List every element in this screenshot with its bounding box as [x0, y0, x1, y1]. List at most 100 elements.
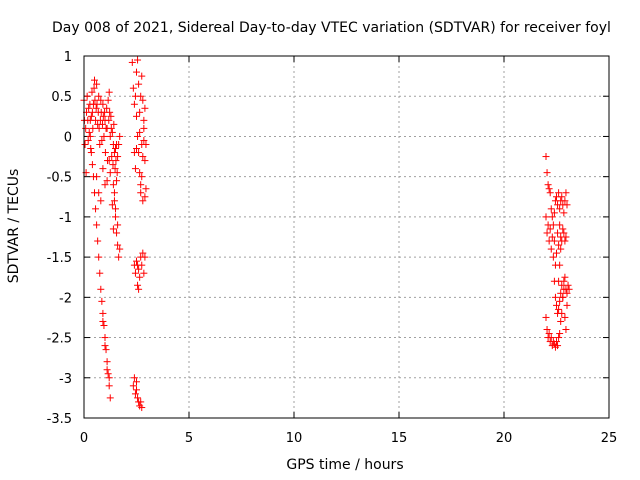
data-point — [86, 132, 94, 140]
data-point — [87, 149, 95, 157]
data-point — [130, 374, 138, 382]
data-point — [102, 346, 110, 354]
data-point — [542, 313, 550, 321]
data-point — [135, 285, 143, 293]
data-point — [113, 169, 121, 177]
data-point — [96, 269, 104, 277]
data-point — [547, 205, 555, 213]
data-point — [547, 245, 555, 253]
data-point — [555, 189, 563, 197]
data-point — [106, 108, 114, 116]
data-point — [96, 140, 104, 148]
data-point — [550, 209, 558, 217]
data-point — [136, 128, 144, 136]
data-point — [114, 241, 122, 249]
data-point — [82, 124, 90, 132]
data-point — [110, 149, 118, 157]
data-point — [114, 221, 122, 229]
data-point — [563, 289, 571, 297]
data-point — [136, 169, 144, 177]
data-point — [558, 281, 566, 289]
data-point — [141, 193, 149, 201]
data-point — [103, 104, 111, 112]
data-point — [115, 253, 123, 261]
data-point — [561, 273, 569, 281]
data-point — [110, 120, 118, 128]
data-point — [116, 132, 124, 140]
data-point — [561, 197, 569, 205]
data-point — [135, 265, 143, 273]
y-tick-label: -3 — [59, 372, 72, 387]
data-point — [138, 404, 146, 412]
data-point — [130, 149, 138, 157]
data-point — [97, 285, 105, 293]
data-point — [94, 237, 102, 245]
data-point — [136, 273, 144, 281]
data-point — [87, 112, 95, 120]
data-point — [109, 161, 117, 169]
data-point — [100, 132, 108, 140]
data-point — [548, 233, 556, 241]
data-points — [80, 56, 573, 412]
data-point — [557, 245, 565, 253]
data-point — [107, 124, 115, 132]
data-point — [138, 173, 146, 181]
data-point — [548, 213, 556, 221]
data-point — [93, 173, 101, 181]
data-point — [91, 96, 99, 104]
data-point — [130, 100, 138, 108]
data-point — [546, 189, 554, 197]
data-point — [550, 237, 558, 245]
data-point — [553, 249, 560, 257]
data-point — [554, 342, 562, 350]
y-tick-label: -1 — [59, 211, 72, 226]
data-point — [133, 68, 140, 76]
data-point — [556, 261, 564, 269]
plot-frame — [83, 55, 610, 419]
data-point — [546, 225, 554, 233]
data-point — [105, 382, 113, 390]
data-point — [134, 132, 142, 140]
data-point — [106, 169, 114, 177]
data-point — [95, 189, 103, 197]
data-point — [93, 80, 101, 88]
data-point — [99, 317, 107, 325]
x-tick-label: 10 — [286, 431, 303, 446]
data-point — [85, 104, 93, 112]
data-point — [141, 157, 149, 165]
data-point — [138, 140, 146, 148]
data-point — [104, 96, 112, 104]
data-point — [141, 253, 149, 261]
y-tick-label: -1.5 — [47, 251, 72, 266]
data-point — [92, 205, 100, 213]
data-point — [138, 72, 146, 80]
data-point — [85, 128, 93, 136]
data-point — [84, 136, 92, 144]
data-point — [98, 120, 106, 128]
data-point — [109, 225, 117, 233]
data-point — [131, 390, 139, 398]
x-tick-label: 15 — [391, 431, 408, 446]
data-point — [103, 358, 111, 366]
data-point — [133, 386, 140, 394]
data-point — [89, 124, 97, 132]
data-point — [112, 157, 120, 165]
data-point — [543, 326, 551, 334]
data-point — [116, 245, 124, 253]
data-point — [108, 153, 116, 161]
data-point — [97, 197, 105, 205]
y-tick-label: -2 — [59, 291, 72, 306]
data-point — [142, 185, 150, 193]
data-point — [129, 84, 137, 92]
data-point — [98, 136, 106, 144]
data-point — [140, 136, 148, 144]
data-point — [140, 269, 148, 277]
data-point — [99, 100, 107, 108]
data-point — [133, 378, 140, 386]
y-tick-label: 0.5 — [51, 90, 72, 105]
data-point — [553, 301, 560, 309]
data-point — [137, 189, 145, 197]
data-point — [103, 177, 111, 185]
data-point — [553, 338, 560, 346]
data-point — [91, 76, 98, 84]
